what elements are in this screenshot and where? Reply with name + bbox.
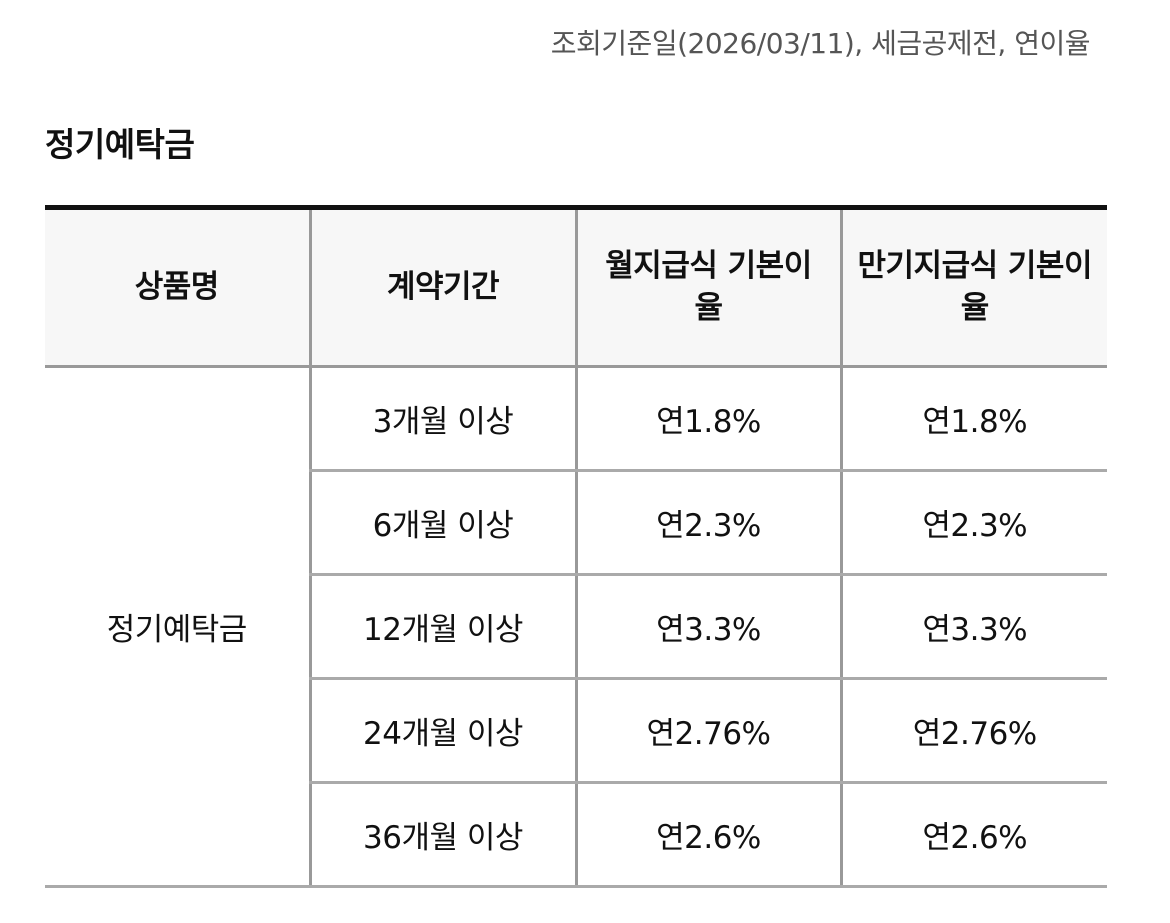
monthly-rate-cell: 연2.76% bbox=[574, 678, 841, 784]
contract-period-cell: 12개월 이상 bbox=[308, 574, 576, 680]
column-header-maturity-rate: 만기지급식 기본이율 bbox=[839, 207, 1107, 368]
column-header-product-name: 상품명 bbox=[45, 207, 310, 368]
maturity-rate-cell: 연2.3% bbox=[839, 470, 1107, 576]
monthly-rate-cell: 연2.3% bbox=[574, 470, 841, 576]
maturity-rate-cell: 연3.3% bbox=[839, 574, 1107, 680]
contract-period-cell: 6개월 이상 bbox=[308, 470, 576, 576]
query-basis-note: 조회기준일(2026/03/11), 세금공제전, 연이율 bbox=[550, 27, 1091, 60]
maturity-rate-cell: 연1.8% bbox=[839, 366, 1107, 472]
contract-period-cell: 24개월 이상 bbox=[308, 678, 576, 784]
section-title: 정기예탁금 bbox=[45, 125, 195, 164]
monthly-rate-cell: 연1.8% bbox=[574, 366, 841, 472]
column-header-monthly-rate: 월지급식 기본이율 bbox=[574, 207, 841, 368]
maturity-rate-cell: 연2.76% bbox=[839, 678, 1107, 784]
product-name-cell: 정기예탁금 bbox=[45, 366, 310, 888]
table-row: 6개월 이상 연2.3% 연2.3% bbox=[45, 470, 1107, 576]
maturity-rate-cell: 연2.6% bbox=[839, 782, 1107, 888]
monthly-rate-cell: 연3.3% bbox=[574, 574, 841, 680]
contract-period-cell: 3개월 이상 bbox=[308, 366, 576, 472]
table-row: 24개월 이상 연2.76% 연2.76% bbox=[45, 678, 1107, 784]
monthly-rate-cell: 연2.6% bbox=[574, 782, 841, 888]
interest-rate-table: 상품명 계약기간 월지급식 기본이율 만기지급식 기본이율 정기예탁금 3개월 … bbox=[45, 205, 1107, 888]
table-row: 정기예탁금 3개월 이상 연1.8% 연1.8% bbox=[45, 366, 1107, 888]
table-header-row: 상품명 계약기간 월지급식 기본이율 만기지급식 기본이율 bbox=[45, 207, 1107, 368]
contract-period-cell: 36개월 이상 bbox=[308, 782, 576, 888]
column-header-contract-period: 계약기간 bbox=[308, 207, 576, 368]
table-row: 12개월 이상 연3.3% 연3.3% bbox=[45, 574, 1107, 680]
table-row: 36개월 이상 연2.6% 연2.6% bbox=[45, 782, 1107, 888]
